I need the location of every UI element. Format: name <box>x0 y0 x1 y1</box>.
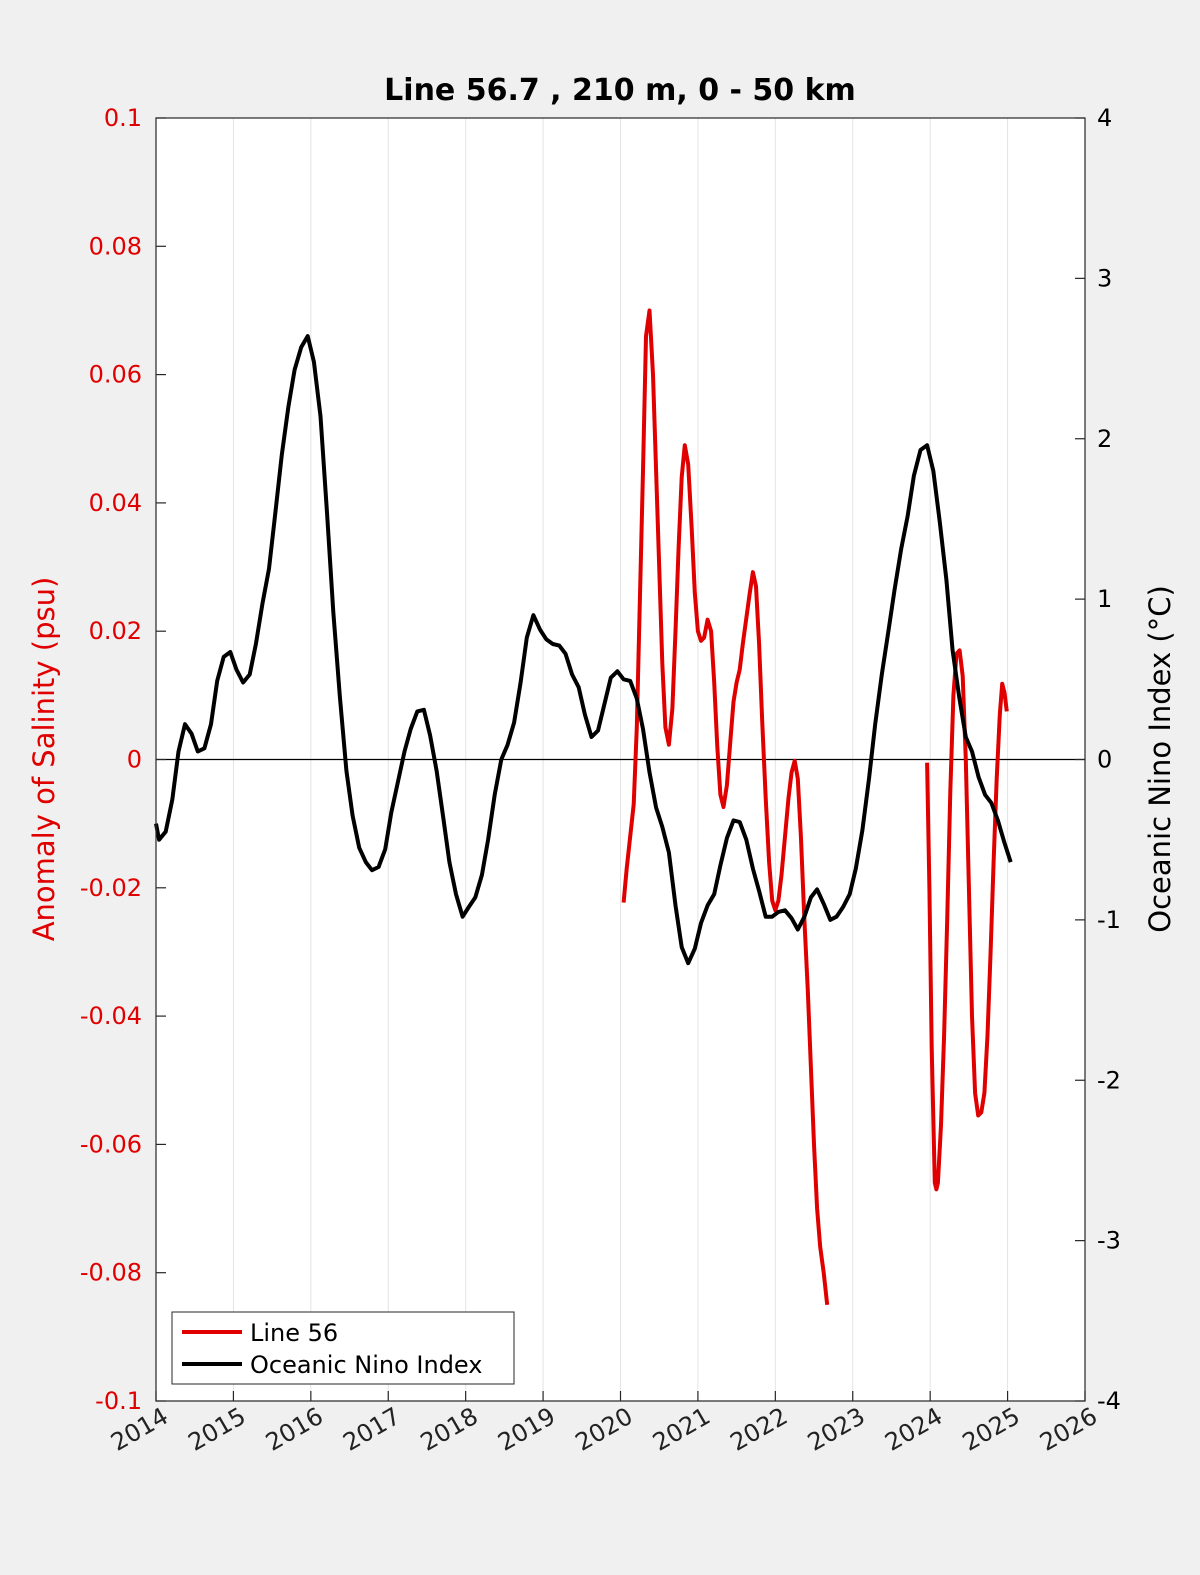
series-layer <box>154 308 1013 1306</box>
tick-marks <box>155 117 1086 1402</box>
series-line-oceanic-nino-index-1 <box>154 334 1013 966</box>
legend-box <box>171 1311 515 1385</box>
left-axis-label: Anomaly of Salinity (psu) <box>27 577 61 942</box>
legend-label-line-56: Line 56 <box>250 1319 338 1347</box>
legend: Line 56 Oceanic Nino Index <box>171 1311 515 1385</box>
right-tick-label: 2 <box>1097 425 1112 453</box>
left-tick-label: -0.08 <box>80 1259 142 1287</box>
left-tick-label: 0.06 <box>89 361 142 389</box>
left-tick-label: 0.1 <box>104 104 142 132</box>
right-tick-label: -2 <box>1097 1066 1121 1094</box>
right-tick-label: -4 <box>1097 1387 1121 1415</box>
left-tick-label: 0.04 <box>89 489 142 517</box>
left-axis-tick-labels: 0.1 0.08 0.06 0.04 0.02 0 -0.02 -0.04 -0.06 -0.08… <box>80 104 142 1415</box>
series-line-line-56-1 <box>621 308 830 1306</box>
right-tick-label: 1 <box>1097 585 1112 613</box>
left-tick-label: -0.1 <box>95 1387 142 1415</box>
series-line-line-56-2 <box>925 648 1009 1192</box>
chart-title: Line 56.7 , 210 m, 0 - 50 km <box>384 73 856 108</box>
left-tick-label: -0.04 <box>80 1002 142 1030</box>
right-axis-tick-labels: 4 3 2 1 0 -1 -2 -3 -4 <box>1097 104 1121 1415</box>
left-tick-label: -0.02 <box>80 874 142 902</box>
right-tick-label: 3 <box>1097 264 1112 292</box>
legend-label-oni: Oceanic Nino Index <box>250 1351 482 1379</box>
right-tick-label: 4 <box>1097 104 1112 132</box>
left-tick-label: 0 <box>127 746 142 774</box>
right-tick-label: 0 <box>1097 746 1112 774</box>
left-tick-label: 0.02 <box>89 617 142 645</box>
left-tick-label: 0.08 <box>89 232 142 260</box>
right-tick-label: -3 <box>1097 1227 1121 1255</box>
right-axis-label: Oceanic Nino Index (°C) <box>1143 585 1177 933</box>
right-tick-label: -1 <box>1097 906 1121 934</box>
left-tick-label: -0.06 <box>80 1130 142 1158</box>
